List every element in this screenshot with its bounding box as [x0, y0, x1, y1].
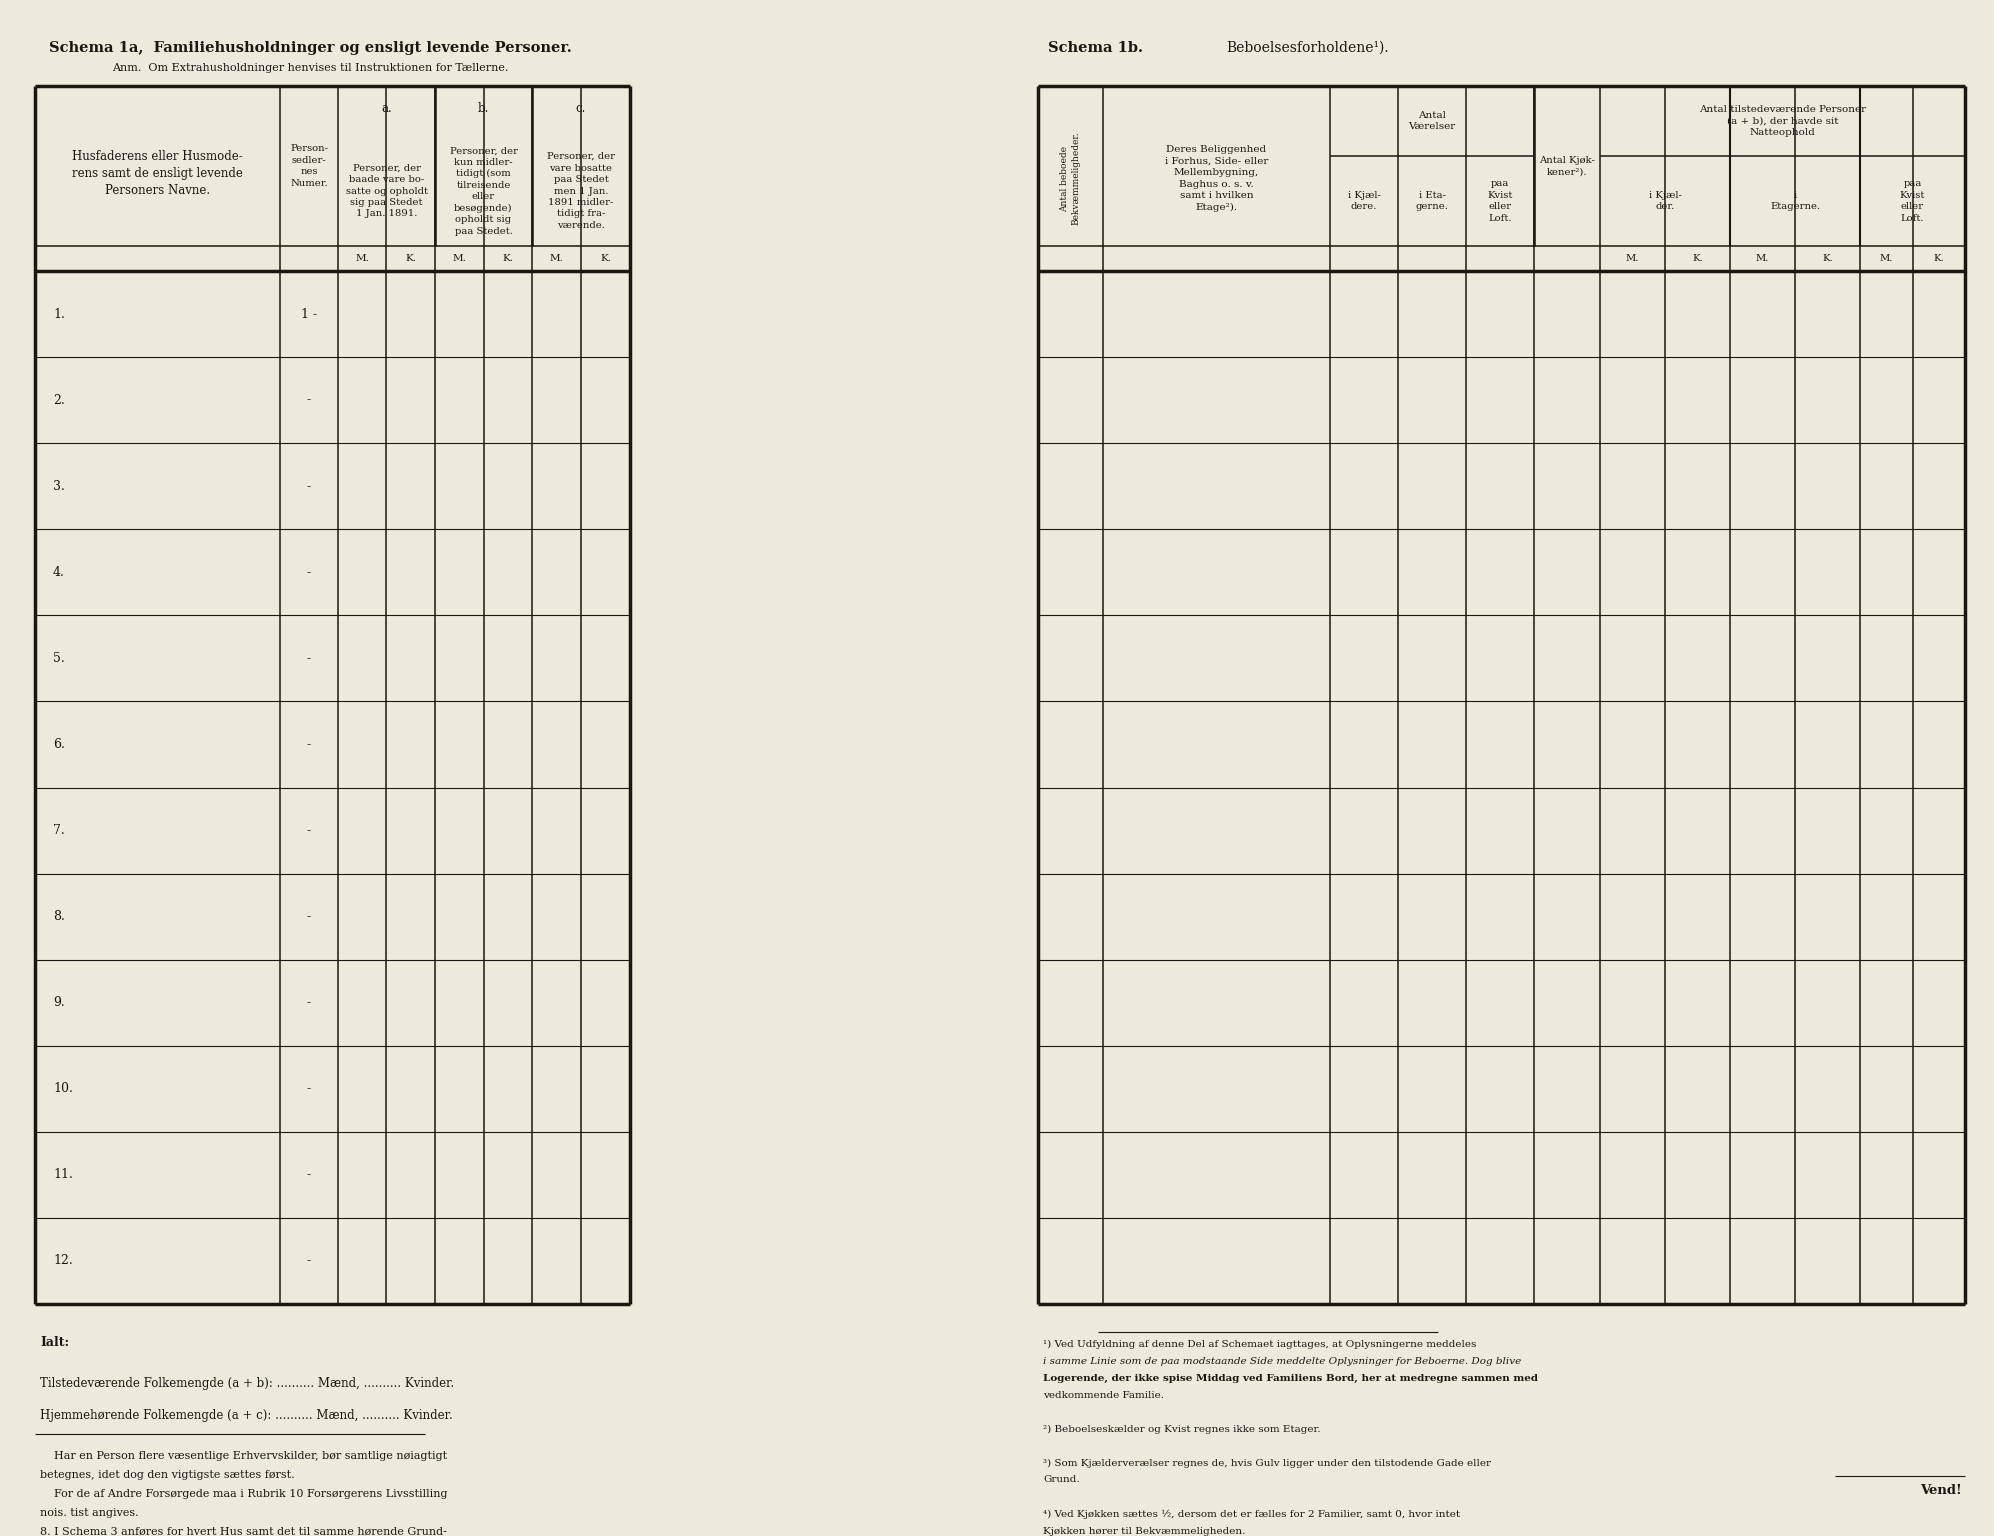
Text: ⁴) Ved Kjøkken sættes ½, dersom det er fælles for 2 Familier, samt 0, hvor intet: ⁴) Ved Kjøkken sættes ½, dersom det er f…	[1043, 1510, 1460, 1519]
Text: Antal beboede
Bekvæmmeligheder.: Antal beboede Bekvæmmeligheder.	[1061, 132, 1081, 226]
Text: Tilstedeværende Folkemengde (a + b): .......... Mænd, .......... Kvinder.: Tilstedeværende Folkemengde (a + b): ...…	[40, 1378, 455, 1390]
Text: Beboelsesforholdene¹).: Beboelsesforholdene¹).	[1226, 41, 1388, 55]
Text: K.: K.	[1934, 253, 1944, 263]
Text: ²) Beboelseskælder og Kvist regnes ikke som Etager.: ²) Beboelseskælder og Kvist regnes ikke …	[1043, 1424, 1320, 1433]
Text: M.: M.	[1625, 253, 1639, 263]
Text: 8. I Schema 3 anføres for hvert Hus samt det til samme hørende Grund-: 8. I Schema 3 anføres for hvert Hus samt…	[40, 1527, 447, 1536]
Text: vedkommende Familie.: vedkommende Familie.	[1043, 1390, 1164, 1399]
Text: 7.: 7.	[54, 823, 64, 837]
Text: -: -	[307, 651, 311, 665]
Text: Deres Beliggenhed
i Forhus, Side- eller
Mellembygning,
Baghus o. s. v.
samt i hv: Deres Beliggenhed i Forhus, Side- eller …	[1164, 146, 1268, 212]
Text: Antal tilstedeværende Personer
(a + b), der havde sit
Natteophold: Antal tilstedeværende Personer (a + b), …	[1699, 104, 1866, 137]
Text: paa
Kvist
eller
Loft.: paa Kvist eller Loft.	[1488, 180, 1513, 223]
Text: 3.: 3.	[54, 479, 66, 493]
Text: K.: K.	[405, 253, 417, 263]
Text: Antal
Værelser: Antal Værelser	[1408, 111, 1456, 131]
Text: ¹) Ved Udfyldning af denne Del af Schemaet iagttages, at Oplysningerne meddeles: ¹) Ved Udfyldning af denne Del af Schema…	[1043, 1339, 1476, 1349]
Text: Antal Kjøk-
kener²).: Antal Kjøk- kener²).	[1539, 155, 1595, 177]
Text: 12.: 12.	[54, 1255, 72, 1267]
Text: 4.: 4.	[54, 565, 66, 579]
Text: 2.: 2.	[54, 393, 64, 407]
Text: Husfaderens eller Husmode-
rens samt de ensligt levende
Personers Navne.: Husfaderens eller Husmode- rens samt de …	[72, 151, 243, 197]
Text: 5.: 5.	[54, 651, 64, 665]
Text: betegnes, idet dog den vigtigste sættes først.: betegnes, idet dog den vigtigste sættes …	[40, 1470, 295, 1481]
Text: -: -	[307, 1255, 311, 1267]
Text: -: -	[307, 565, 311, 579]
Text: 6.: 6.	[54, 737, 66, 751]
Text: M.: M.	[550, 253, 564, 263]
Text: For de af Andre Forsørgede maa i Rubrik 10 Forsørgerens Livsstilling: For de af Andre Forsørgede maa i Rubrik …	[40, 1488, 447, 1499]
Text: i
Etagerne.: i Etagerne.	[1771, 190, 1821, 212]
Text: 11.: 11.	[54, 1169, 74, 1181]
Text: K.: K.	[1693, 253, 1703, 263]
Text: i Kjæl-
der.: i Kjæl- der.	[1649, 190, 1681, 212]
Text: Schema 1a,  Familiehusholdninger og ensligt levende Personer.: Schema 1a, Familiehusholdninger og ensli…	[48, 41, 572, 55]
Text: 1.: 1.	[54, 307, 66, 321]
Text: K.: K.	[1823, 253, 1832, 263]
Text: Grund.: Grund.	[1043, 1476, 1079, 1484]
Text: Ialt:: Ialt:	[40, 1335, 70, 1349]
Text: Har en Person flere væsentlige Erhvervskilder, bør samtlige nøiagtigt: Har en Person flere væsentlige Erhvervsk…	[40, 1452, 447, 1461]
Text: nois. tist angives.: nois. tist angives.	[40, 1508, 140, 1518]
Text: Schema 1b.: Schema 1b.	[1049, 41, 1143, 55]
Text: Personer, der
baade vare bo-
satte og opholdt
sig paa Stedet
1 Jan. 1891.: Personer, der baade vare bo- satte og op…	[345, 164, 427, 218]
Text: Logerende, der ikke spise Middag ved Familiens Bord, her at medregne sammen med: Logerende, der ikke spise Middag ved Fam…	[1043, 1373, 1537, 1382]
Text: -: -	[307, 997, 311, 1009]
Text: Hjemmehørende Folkemengde (a + c): .......... Mænd, .......... Kvinder.: Hjemmehørende Folkemengde (a + c): .....…	[40, 1410, 453, 1422]
Text: K.: K.	[502, 253, 514, 263]
Text: M.: M.	[355, 253, 369, 263]
Text: -: -	[307, 911, 311, 923]
Text: 8.: 8.	[54, 911, 66, 923]
Text: b.: b.	[479, 101, 489, 115]
Text: a.: a.	[381, 101, 393, 115]
Text: paa
Kvist
eller
Loft.: paa Kvist eller Loft.	[1900, 180, 1924, 223]
Text: -: -	[307, 823, 311, 837]
Text: 1 -: 1 -	[301, 307, 317, 321]
Text: i samme Linie som de paa modstaande Side meddelte Oplysninger for Beboerne. Dog : i samme Linie som de paa modstaande Side…	[1043, 1356, 1521, 1366]
Text: i Eta-
gerne.: i Eta- gerne.	[1416, 190, 1448, 212]
Text: Personer, der
vare bosatte
paa Stedet
men 1 Jan.
1891 midler-
tidigt fra-
værend: Personer, der vare bosatte paa Stedet me…	[546, 152, 614, 230]
Text: -: -	[307, 393, 311, 407]
Text: -: -	[307, 1083, 311, 1095]
Text: M.: M.	[1880, 253, 1892, 263]
Text: Kjøkken hører til Bekvæmmeligheden.: Kjøkken hører til Bekvæmmeligheden.	[1043, 1527, 1246, 1536]
Text: -: -	[307, 1169, 311, 1181]
Text: Anm.  Om Extrahusholdninger henvises til Instruktionen for Tællerne.: Anm. Om Extrahusholdninger henvises til …	[112, 63, 508, 74]
Text: ³) Som Kjælderverælser regnes de, hvis Gulv ligger under den tilstodende Gade el: ³) Som Kjælderverælser regnes de, hvis G…	[1043, 1459, 1492, 1467]
Text: Person-
sedler-
nes
Numer.: Person- sedler- nes Numer.	[289, 144, 327, 187]
Text: Vend!: Vend!	[1920, 1484, 1962, 1498]
Text: Personer, der
kun midler-
tidigt (som
tilreisende
eller
besøgende)
opholdt sig
p: Personer, der kun midler- tidigt (som ti…	[449, 146, 518, 235]
Text: -: -	[307, 479, 311, 493]
Text: i Kjæl-
dere.: i Kjæl- dere.	[1348, 190, 1380, 212]
Text: M.: M.	[1757, 253, 1769, 263]
Text: M.: M.	[453, 253, 467, 263]
Text: 10.: 10.	[54, 1083, 74, 1095]
Text: -: -	[307, 737, 311, 751]
Text: c.: c.	[576, 101, 586, 115]
Text: 9.: 9.	[54, 997, 64, 1009]
Text: K.: K.	[600, 253, 610, 263]
